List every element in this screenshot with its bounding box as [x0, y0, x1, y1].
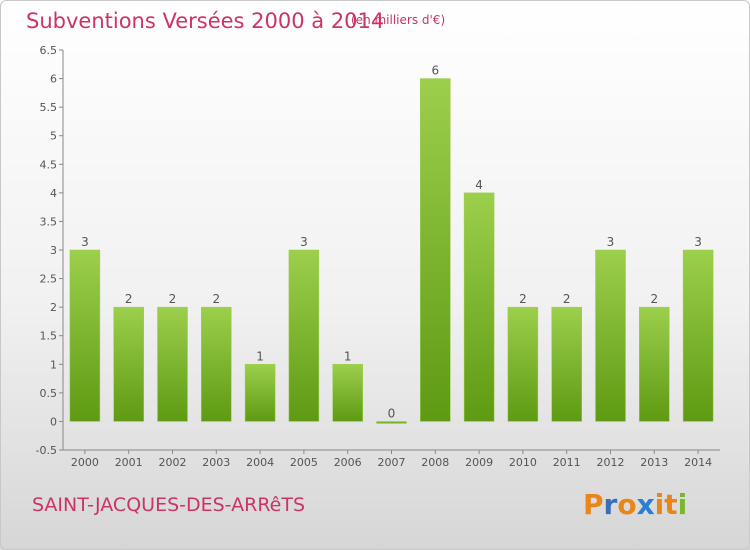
x-tick-label: 2005 [290, 456, 318, 469]
bar-2003 [201, 306, 232, 422]
logo-letter: o [617, 488, 637, 521]
y-tick-label: 6.5 [40, 44, 58, 57]
x-tick-label: 2008 [421, 456, 449, 469]
y-tick-labels: -0.5 0 0.5 1 1.5 2 2.5 3 3.5 4 4.5 5 5.5 6 6.5 [36, 44, 57, 457]
data-label-2003: 2 [212, 292, 220, 306]
bar-2000 [69, 249, 101, 422]
x-tick-label: 2001 [115, 456, 143, 469]
x-tick-label: 2009 [465, 456, 493, 469]
data-label-2014: 3 [694, 235, 702, 249]
x-tick-label: 2010 [509, 456, 537, 469]
logo-letter: x [636, 488, 655, 521]
y-tick-label: 5.5 [40, 101, 58, 114]
y-tick-label: 2 [50, 301, 57, 314]
x-tick-label: 2007 [378, 456, 406, 469]
y-tick-label: 1.5 [40, 330, 58, 343]
proxiti-logo[interactable]: Proxiti [583, 488, 687, 521]
y-tick-label: 0 [50, 415, 57, 428]
bars [69, 78, 714, 424]
y-tick-label: 3 [50, 244, 57, 257]
bar-2012 [595, 249, 626, 422]
x-tick-label: 2003 [202, 456, 230, 469]
axes [59, 49, 720, 454]
bar-2006 [332, 364, 363, 422]
data-label-2010: 2 [519, 292, 527, 306]
y-tick-label: 2.5 [40, 273, 58, 286]
x-tick-label: 2006 [334, 456, 362, 469]
bar-2013 [639, 306, 670, 422]
chart-title: Subventions Versées 2000 à 2014 [26, 9, 385, 33]
data-label-2008: 6 [431, 64, 439, 78]
bar-2011 [551, 306, 582, 422]
y-tick-label: 1 [50, 358, 57, 371]
bar-2004 [244, 364, 276, 422]
y-tick-label: 3.5 [40, 215, 58, 228]
bar-2002 [157, 306, 188, 422]
logo-letter: i [654, 488, 665, 521]
data-label-2006: 1 [344, 349, 352, 363]
y-tick-label: 6 [50, 73, 57, 86]
data-label-2001: 2 [125, 292, 133, 306]
bar-2009 [463, 192, 495, 422]
data-label-2009: 4 [475, 178, 483, 192]
data-label-2007: 0 [388, 406, 396, 420]
data-label-2012: 3 [607, 235, 615, 249]
chart-subtitle: (en milliers d'€) [351, 13, 446, 27]
commune-name: SAINT-JACQUES-DES-ARRêTS [32, 494, 306, 516]
data-label-2004: 1 [256, 349, 264, 363]
x-tick-label: 2004 [246, 456, 274, 469]
y-tick-label: 0.5 [40, 387, 58, 400]
data-labels: 3 2 2 2 1 3 1 0 6 4 2 2 3 2 3 [81, 64, 702, 421]
y-tick-label: 5 [50, 130, 57, 143]
data-label-2005: 3 [300, 235, 308, 249]
y-tick-label: 4 [50, 187, 57, 200]
x-tick-labels: 2000 2001 2002 2003 2004 2005 2006 2007 2008 2009… [71, 456, 712, 469]
x-tick-label: 2002 [159, 456, 187, 469]
x-tick-label: 2012 [597, 456, 625, 469]
x-tick-label: 2000 [71, 456, 99, 469]
bar-2010 [507, 306, 539, 422]
y-tick-label: 4.5 [40, 158, 58, 171]
y-tick-label: -0.5 [36, 444, 57, 457]
logo-letter: i [677, 488, 688, 521]
bar-2001 [113, 306, 144, 422]
bar-2005 [288, 249, 320, 422]
data-label-2002: 2 [169, 292, 177, 306]
bar-2007 [376, 421, 407, 424]
data-label-2000: 3 [81, 235, 89, 249]
logo-letter: t [664, 488, 678, 521]
data-label-2013: 2 [650, 292, 658, 306]
bar-2014 [682, 249, 714, 422]
bar-2008 [420, 78, 451, 422]
x-tick-label: 2014 [684, 456, 712, 469]
x-tick-label: 2013 [640, 456, 668, 469]
x-tick-label: 2011 [553, 456, 581, 469]
logo-letter: r [603, 488, 618, 521]
data-label-2011: 2 [563, 292, 571, 306]
logo-letter: P [583, 488, 604, 521]
